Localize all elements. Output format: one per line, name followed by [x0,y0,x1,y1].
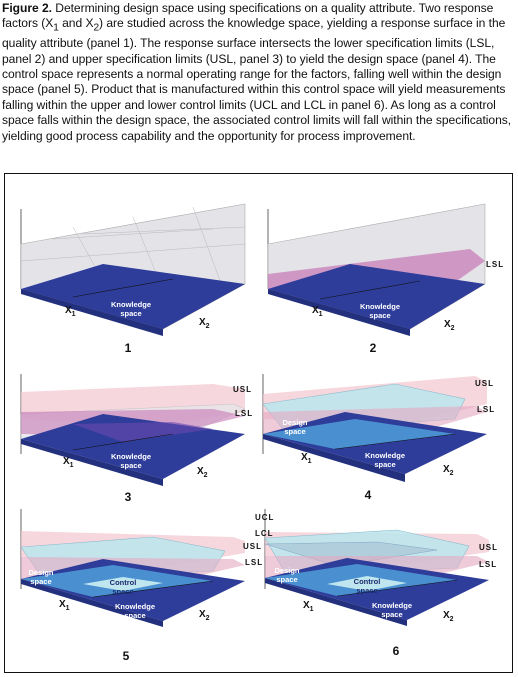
x2-label: X2 [443,610,454,623]
usl-label: USL [233,385,252,394]
plane-line [92,580,214,598]
x1-label: X1 [301,452,312,465]
x1-label: X1 [303,600,314,613]
panel-number: 2 [369,341,377,355]
ucl-label: UCL [255,513,274,522]
caption-text-a: Determining design space using specifica… [2,1,494,31]
lsl-label: LSL [235,409,253,418]
caption-text-c: ) are studied across the knowledge space… [2,16,512,143]
design-label-2: space [284,427,305,436]
plane-line [319,280,421,300]
lcl-label: LCL [255,529,274,538]
figure-frame: Knowledge space X1 X2 1 Knowledge space … [4,173,513,673]
knowledge-label-1: Knowledge [115,602,155,611]
plane-line [336,579,458,597]
control-space-plane [83,577,163,591]
panel-4: Design space Knowledge space USL LSL X1 … [255,364,495,514]
x1-label: X1 [59,599,70,612]
knowledge-label-2: space [120,461,141,470]
panel-6: UCL LCL Design space Control space Knowl… [255,504,498,658]
x1-label: X1 [65,305,76,318]
knowledge-space-edge [265,578,407,626]
surface-grid [20,206,246,315]
knowledge-label-1: Knowledge [111,452,151,461]
knowledge-label-2: space [381,610,402,619]
panel-3-diagram: Knowledge space USL LSL [20,374,253,486]
knowledge-space-edge [21,439,163,486]
panel-number: 3 [124,490,132,504]
knowledge-label-1: Knowledge [372,601,412,610]
x1-label: X1 [63,456,74,469]
design-label-2: space [30,577,51,586]
plane-line [334,433,456,450]
knowledge-label-2: space [124,611,145,620]
control-label-1: Control [110,578,137,587]
panel-number: 6 [392,644,400,658]
panel-6-diagram: UCL LCL Design space Control space Knowl… [255,509,498,626]
control-space-plane [327,576,407,591]
panel-1-diagram: Knowledge space [20,203,246,336]
knowledge-label-1: Knowledge [365,451,405,460]
design-space-plane [263,419,455,449]
control-label-2: space [112,587,133,596]
figure-caption: Figure 2. Determining design space using… [2,1,512,144]
panel-number: 1 [124,341,132,355]
lsl-label: LSL [486,260,504,269]
usl-label: USL [243,542,262,551]
x2-label: X2 [444,319,455,332]
panel-number: 4 [364,488,372,502]
x1-label: X1 [312,305,323,318]
panel-5-diagram: Design space Control space Knowledge spa… [20,509,262,627]
usl-label: USL [475,379,494,388]
lsl-label: LSL [245,558,263,567]
knowledge-space-plane [268,264,485,329]
caption-sub2: 2 [93,22,100,34]
design-label-1: Design [28,568,53,577]
control-label-1: Control [354,577,381,586]
lsl-label: LSL [479,560,497,569]
caption-text-b: and X [58,16,94,31]
caption-lead: Figure 2. [2,1,52,15]
panel-2-diagram: Knowledge space LSL [267,203,503,336]
intersection-region [73,422,213,442]
panel-2: Knowledge space LSL X1 X2 2 [260,189,503,355]
design-label-2: space [276,575,297,584]
control-label-2: space [356,586,377,595]
knowledge-space-edge [263,434,405,482]
panel-1: Knowledge space X1 X2 1 [13,189,253,355]
usl-label: USL [479,543,498,552]
x2-label: X2 [443,464,454,477]
lsl-label: LSL [477,405,495,414]
plane-line [72,433,174,451]
panel-3: Knowledge space USL LSL X1 X2 3 [13,364,253,514]
knowledge-label-2: space [374,460,395,469]
knowledge-label-2: space [369,311,390,320]
knowledge-label-2: space [120,309,141,318]
knowledge-label-1: Knowledge [111,300,151,309]
x2-label: X2 [197,466,208,479]
knowledge-space-edge [268,289,410,336]
x2-label: X2 [199,317,210,330]
caption-sub1: 1 [53,22,59,34]
x2-label: X2 [199,609,210,622]
panel-5: Design space Control space Knowledge spa… [13,509,262,663]
knowledge-space-edge [21,289,163,336]
knowledge-space-plane [21,264,245,329]
design-label-1: Design [274,566,299,575]
panel-number: 5 [122,649,130,663]
panel-4-diagram: Design space Knowledge space USL LSL [262,374,495,482]
plane-line [72,278,174,298]
knowledge-label-1: Knowledge [360,302,400,311]
design-label-1: Design [282,418,307,427]
knowledge-space-edge [21,579,163,627]
